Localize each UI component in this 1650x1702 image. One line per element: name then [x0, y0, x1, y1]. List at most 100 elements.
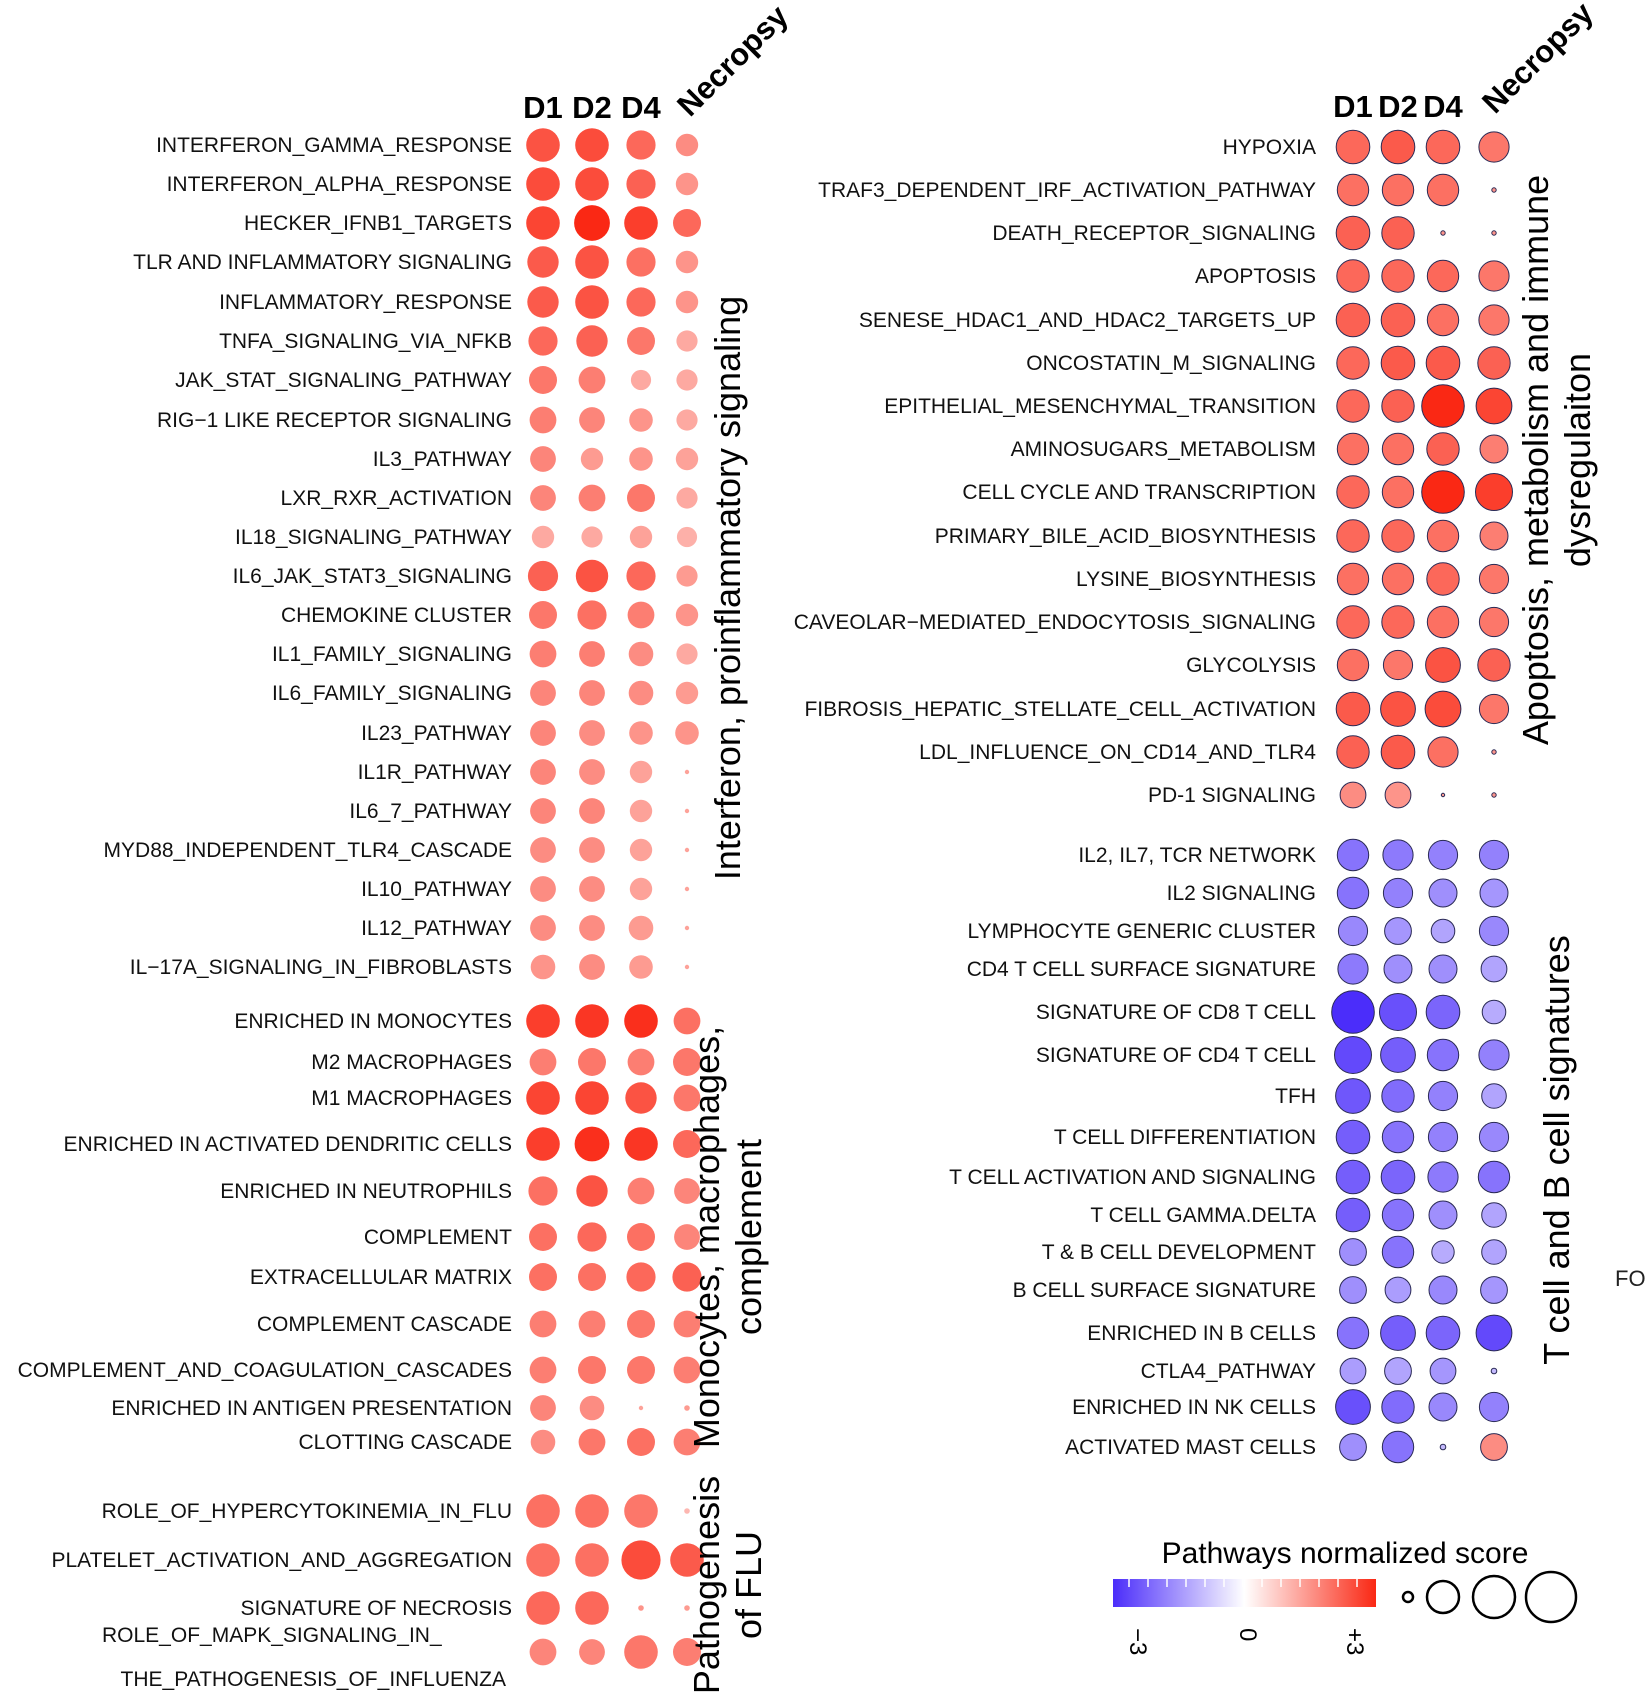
dot [1336, 346, 1370, 380]
dot [628, 641, 654, 667]
dot [638, 1405, 644, 1411]
dot [526, 1127, 560, 1161]
size-legend-dot-1 [1401, 1590, 1415, 1604]
dot [575, 1591, 609, 1625]
row-label: LYSINE_BIOSYNTHESIS [1076, 568, 1316, 591]
dot [629, 447, 653, 471]
dot [624, 1635, 658, 1669]
dot [1427, 1080, 1459, 1112]
dot [675, 603, 699, 627]
row-label: FIBROSIS_HEPATIC_STELLATE_CELL_ACTIVATIO… [804, 698, 1316, 721]
row-label: LDL_INFLUENCE_ON_CD14_AND_TLR4 [919, 741, 1316, 764]
dot [629, 877, 653, 901]
dot [1478, 606, 1510, 638]
dot [1381, 605, 1415, 639]
dot [1428, 1392, 1458, 1422]
dot [1335, 1159, 1371, 1195]
row-label: LYMPHOCYTE GENERIC CLUSTER [968, 920, 1317, 943]
row-label: COMPLEMENT [364, 1226, 512, 1249]
dot [580, 447, 604, 471]
dot [1481, 1239, 1507, 1265]
row-label: ENRICHED IN B CELLS [1087, 1322, 1316, 1345]
dot [673, 1048, 701, 1076]
group-label: Interferon, proinflammatory signaling [707, 296, 748, 880]
group-label: Pathogenesis [686, 1476, 727, 1694]
dot [1336, 838, 1370, 872]
group-label: Apoptosis, metabolism and immune [1515, 175, 1556, 745]
dot [575, 559, 609, 593]
row-label: TNFA_SIGNALING_VIA_NFKB [219, 330, 512, 353]
dot [684, 847, 690, 853]
dot [529, 1356, 557, 1384]
dot [626, 247, 656, 277]
dot [1381, 389, 1415, 423]
dot [1478, 1391, 1510, 1423]
dot [575, 1081, 609, 1115]
dot [526, 1004, 560, 1038]
dot [1380, 129, 1416, 165]
legend-title: Pathways normalized score [1162, 1537, 1529, 1570]
dot [1384, 917, 1412, 945]
dot [1425, 647, 1461, 683]
dot [1479, 434, 1509, 464]
row-label: CELL CYCLE AND TRANSCRIPTION [962, 481, 1316, 504]
dot [673, 209, 701, 237]
dot [1331, 990, 1375, 1034]
dot [1426, 519, 1460, 553]
colorbar-tick-marks [1128, 1579, 1358, 1587]
row-label: MYD88_INDEPENDENT_TLR4_CASCADE [104, 839, 512, 862]
dot [624, 206, 658, 240]
dot [1426, 605, 1460, 639]
row-label: APOPTOSIS [1195, 265, 1316, 288]
row-label: TFH [1275, 1085, 1316, 1108]
dot [1336, 389, 1370, 423]
dot [1478, 1121, 1510, 1153]
dot [1380, 691, 1416, 727]
dot [1425, 994, 1461, 1030]
dot [1335, 302, 1371, 338]
stray-label: FO [1615, 1266, 1646, 1291]
size-legend-dot-3 [1471, 1574, 1517, 1620]
dot [574, 205, 610, 241]
dot [1491, 187, 1497, 193]
dot [684, 769, 690, 775]
dot [1381, 432, 1415, 466]
dot [672, 1262, 702, 1292]
dot [629, 760, 653, 784]
column-header-d2: D2 [1378, 89, 1418, 124]
dot [1424, 690, 1462, 728]
row-label: PD-1 SIGNALING [1148, 784, 1316, 807]
dot [530, 485, 556, 511]
dot [1381, 1430, 1415, 1464]
dot [1481, 1083, 1507, 1109]
dot [629, 838, 653, 862]
group-label: T cell and B cell signatures [1536, 935, 1577, 1365]
dot [1380, 345, 1416, 381]
dot [624, 1494, 658, 1528]
dot [1427, 736, 1459, 768]
dot [1381, 259, 1415, 293]
column-header-d4: D4 [621, 90, 661, 125]
dot [629, 408, 653, 432]
dot [1381, 519, 1415, 553]
dot [629, 799, 653, 823]
dot [529, 1263, 557, 1291]
dot [627, 1310, 655, 1338]
dot [1481, 1202, 1507, 1228]
row-label: ENRICHED IN ANTIGEN PRESENTATION [111, 1397, 512, 1420]
dot [1478, 131, 1510, 163]
dot [627, 484, 655, 512]
row-label: ROLE_OF_MAPK_SIGNALING_IN_ [102, 1624, 442, 1647]
dot [627, 1356, 655, 1384]
legend: Pathways normalized score −3 0 +3 [1113, 1537, 1578, 1655]
column-header-d1: D1 [1333, 89, 1373, 124]
row-label: ENRICHED IN ACTIVATED DENDRITIC CELLS [64, 1133, 512, 1156]
dot [575, 245, 609, 279]
dot [1336, 173, 1370, 207]
dot [1335, 1389, 1371, 1425]
row-label: M2 MACROPHAGES [311, 1051, 512, 1074]
colorbar-tick-label-mid: 0 [1234, 1628, 1261, 1641]
dot [1384, 781, 1412, 809]
dot [1336, 605, 1370, 639]
column-header-d1: D1 [523, 90, 563, 125]
